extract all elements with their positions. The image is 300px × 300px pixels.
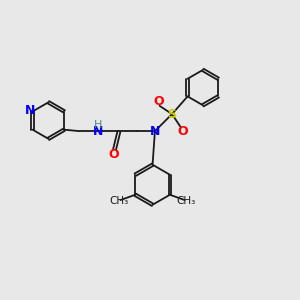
Text: N: N [25, 104, 35, 117]
Text: N: N [150, 125, 160, 138]
Text: O: O [109, 148, 119, 161]
Text: CH₃: CH₃ [110, 196, 129, 206]
Text: CH₃: CH₃ [176, 196, 196, 206]
Text: S: S [167, 108, 176, 121]
Text: H: H [94, 120, 103, 130]
Text: O: O [153, 94, 164, 108]
Text: O: O [177, 125, 188, 138]
Text: N: N [93, 125, 103, 138]
